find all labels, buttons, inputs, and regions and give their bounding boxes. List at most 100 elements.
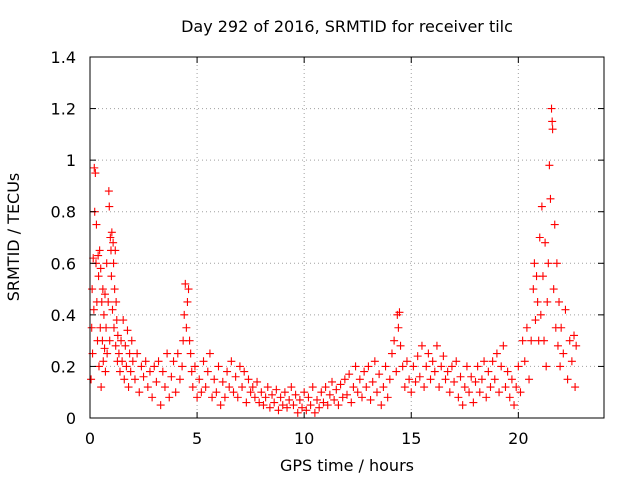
data-point [97, 383, 106, 392]
data-point [171, 388, 180, 397]
data-point [334, 401, 343, 410]
data-point [465, 388, 474, 397]
data-point [405, 375, 414, 384]
data-point [123, 326, 132, 335]
data-point [145, 367, 154, 376]
data-point [381, 362, 390, 371]
data-point [308, 383, 317, 392]
x-tick-labels: 0 5 10 15 20 [85, 429, 529, 448]
x-grid [196, 57, 519, 418]
data-point [218, 377, 227, 386]
data-point [559, 349, 568, 358]
data-point [469, 398, 478, 407]
data-point [567, 357, 576, 366]
data-point [96, 264, 105, 273]
data-point [548, 117, 557, 126]
data-point [90, 163, 99, 172]
data-point [450, 377, 459, 386]
data-point [88, 285, 97, 294]
data-point [208, 393, 217, 402]
data-point [178, 362, 187, 371]
data-point [231, 372, 240, 381]
data-point [227, 357, 236, 366]
data-point [395, 308, 404, 317]
x-tick-label: 0 [85, 429, 95, 448]
data-point [328, 377, 337, 386]
data-point [291, 390, 300, 399]
data-point [302, 406, 311, 415]
y-tick-labels: 0 0.2 0.4 0.6 0.8 1 1.2 1.4 [51, 48, 76, 428]
data-point [107, 272, 116, 281]
data-point [556, 362, 565, 371]
data-point [216, 401, 225, 410]
data-point [505, 393, 514, 402]
data-point [313, 395, 322, 404]
data-point [210, 375, 219, 384]
data-point [107, 228, 116, 237]
data-point [537, 202, 546, 211]
data-point [353, 388, 362, 397]
data-point [105, 336, 114, 345]
data-point [343, 390, 351, 399]
data-point [167, 372, 176, 381]
data-point [156, 401, 165, 410]
x-tick-label: 20 [508, 429, 528, 448]
data-point [109, 238, 118, 247]
data-point [304, 393, 313, 402]
y-grid [90, 108, 604, 367]
data-point [338, 393, 347, 402]
data-point [362, 383, 371, 392]
data-point [512, 383, 521, 392]
data-point [102, 323, 111, 332]
data-point [187, 367, 196, 376]
data-point [117, 336, 126, 345]
data-point [126, 367, 135, 376]
data-point [473, 362, 482, 371]
data-point [546, 194, 555, 203]
data-point [158, 367, 167, 376]
data-point [501, 383, 510, 392]
data-point [531, 316, 540, 325]
data-point [420, 383, 429, 392]
x-ticks [89, 57, 519, 418]
data-point [510, 401, 519, 410]
data-point [544, 259, 553, 268]
data-point [349, 383, 358, 392]
data-point [550, 220, 559, 229]
data-point [375, 370, 384, 379]
data-point [456, 372, 465, 381]
data-point [321, 383, 330, 392]
data-point [180, 310, 189, 319]
data-point [154, 357, 163, 366]
data-point [220, 393, 229, 402]
data-point [223, 367, 232, 376]
data-point [565, 336, 574, 345]
data-point [148, 393, 157, 402]
data-point [490, 375, 499, 384]
data-point [87, 375, 96, 384]
data-point [484, 367, 493, 376]
data-point [533, 297, 542, 306]
x-axis-label: GPS time / hours [280, 456, 414, 475]
data-point [293, 408, 302, 417]
data-point [563, 375, 572, 384]
data-point [355, 375, 364, 384]
data-point [364, 362, 373, 371]
plot-frame [89, 56, 605, 419]
data-point [104, 187, 113, 196]
data-point [242, 398, 251, 407]
data-point [452, 357, 461, 366]
data-point [407, 388, 416, 397]
data-point [467, 372, 476, 381]
data-point [113, 331, 122, 340]
data-point [538, 272, 547, 281]
data-point [387, 349, 396, 358]
data-point [471, 377, 480, 386]
data-point [214, 362, 223, 371]
data-point [276, 393, 285, 402]
x-tick-label: 15 [401, 429, 421, 448]
data-point [115, 367, 124, 376]
data-point [285, 395, 294, 404]
data-point [127, 336, 136, 345]
data-point [128, 357, 137, 366]
